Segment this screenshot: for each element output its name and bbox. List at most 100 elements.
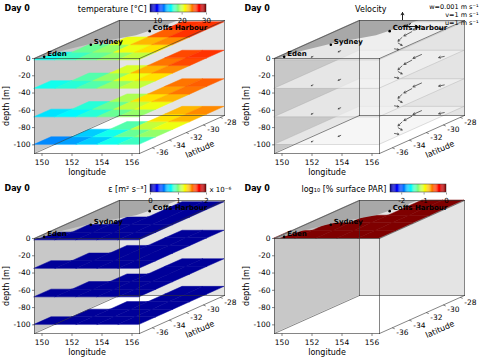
svg-text:w=0.001 m s⁻¹: w=0.001 m s⁻¹ — [429, 3, 479, 11]
svg-text:Coffs Harbour: Coffs Harbour — [393, 24, 448, 32]
svg-text:-28: -28 — [224, 118, 236, 127]
svg-text:152: 152 — [65, 158, 80, 167]
svg-text:Day 0: Day 0 — [245, 4, 271, 13]
svg-text:154: 154 — [335, 338, 350, 347]
svg-text:0: 0 — [26, 54, 31, 63]
svg-text:1: 1 — [176, 197, 180, 205]
svg-text:0: 0 — [26, 234, 31, 243]
svg-text:-100: -100 — [13, 320, 30, 329]
svg-text:-30: -30 — [447, 125, 459, 134]
svg-text:-30: -30 — [207, 305, 219, 314]
svg-text:0: 0 — [266, 234, 271, 243]
svg-text:-34: -34 — [413, 141, 425, 150]
svg-text:-40: -40 — [18, 268, 30, 277]
svg-text:latitude: latitude — [424, 319, 456, 340]
svg-text:-40: -40 — [18, 88, 30, 97]
svg-text:-34: -34 — [173, 321, 185, 330]
svg-text:Day 0: Day 0 — [5, 4, 31, 13]
svg-text:temperature [°C]: temperature [°C] — [78, 5, 147, 14]
svg-text:Day 0: Day 0 — [245, 184, 271, 193]
svg-text:latitude: latitude — [184, 319, 216, 340]
svg-text:156: 156 — [365, 338, 380, 347]
svg-text:-28: -28 — [464, 298, 476, 307]
svg-text:depth [m]: depth [m] — [2, 266, 11, 306]
svg-text:-36: -36 — [396, 148, 408, 157]
svg-text:Sydney: Sydney — [334, 218, 363, 226]
svg-text:-40: -40 — [258, 88, 270, 97]
svg-text:-20: -20 — [18, 71, 30, 80]
svg-text:longitude: longitude — [308, 348, 346, 357]
svg-text:-20: -20 — [18, 251, 30, 260]
svg-text:Sydney: Sydney — [94, 218, 123, 226]
svg-text:Day 0: Day 0 — [5, 184, 31, 193]
svg-text:-80: -80 — [258, 123, 270, 132]
svg-text:150: 150 — [275, 338, 290, 347]
svg-text:-36: -36 — [156, 148, 168, 157]
svg-text:-60: -60 — [258, 286, 270, 295]
svg-text:-80: -80 — [18, 303, 30, 312]
svg-text:Coffs Harbour: Coffs Harbour — [153, 204, 208, 212]
svg-text:-32: -32 — [430, 133, 442, 142]
svg-text:latitude: latitude — [424, 139, 456, 160]
svg-text:v=1 m s⁻¹: v=1 m s⁻¹ — [445, 11, 479, 19]
svg-text:-34: -34 — [413, 321, 425, 330]
svg-text:2: 2 — [204, 197, 208, 205]
svg-text:log₁₀ [% surface PAR]: log₁₀ [% surface PAR] — [302, 185, 387, 194]
svg-text:Eden: Eden — [47, 230, 67, 238]
svg-text:152: 152 — [305, 158, 320, 167]
svg-text:Eden: Eden — [287, 230, 307, 238]
svg-text:Velocity: Velocity — [355, 5, 387, 14]
svg-text:0: 0 — [444, 197, 448, 205]
svg-text:latitude: latitude — [184, 139, 216, 160]
svg-text:-60: -60 — [18, 286, 30, 295]
svg-text:-36: -36 — [156, 328, 168, 337]
svg-text:-1: -1 — [421, 197, 428, 205]
svg-text:-100: -100 — [253, 140, 270, 149]
svg-text:-32: -32 — [430, 313, 442, 322]
svg-text:156: 156 — [365, 158, 380, 167]
svg-text:0: 0 — [266, 54, 271, 63]
svg-text:154: 154 — [95, 158, 110, 167]
svg-text:20: 20 — [178, 17, 187, 25]
svg-text:-40: -40 — [258, 268, 270, 277]
svg-text:150: 150 — [35, 158, 50, 167]
svg-text:Sydney: Sydney — [94, 38, 123, 46]
svg-text:154: 154 — [95, 338, 110, 347]
svg-text:-60: -60 — [18, 106, 30, 115]
svg-text:longitude: longitude — [68, 348, 106, 357]
svg-text:-20: -20 — [258, 251, 270, 260]
svg-text:156: 156 — [125, 338, 140, 347]
svg-text:156: 156 — [125, 158, 140, 167]
svg-text:-2: -2 — [398, 197, 405, 205]
svg-text:-80: -80 — [18, 123, 30, 132]
svg-text:-100: -100 — [253, 320, 270, 329]
svg-text:Eden: Eden — [47, 50, 67, 58]
svg-text:154: 154 — [335, 158, 350, 167]
svg-text:-32: -32 — [190, 313, 202, 322]
svg-text:-80: -80 — [258, 303, 270, 312]
svg-text:150: 150 — [275, 158, 290, 167]
svg-text:152: 152 — [65, 338, 80, 347]
svg-text:u=1 m s⁻¹: u=1 m s⁻¹ — [445, 19, 479, 27]
svg-text:depth [m]: depth [m] — [242, 86, 251, 126]
svg-text:x 10⁻⁶: x 10⁻⁶ — [210, 186, 232, 194]
svg-text:0: 0 — [148, 197, 152, 205]
svg-text:-60: -60 — [258, 106, 270, 115]
svg-text:-36: -36 — [396, 328, 408, 337]
svg-text:Eden: Eden — [287, 50, 307, 58]
svg-text:Coffs Harbour: Coffs Harbour — [153, 24, 208, 32]
svg-text:Coffs Harbour: Coffs Harbour — [393, 204, 448, 212]
svg-text:30: 30 — [202, 17, 211, 25]
svg-text:Sydney: Sydney — [334, 38, 363, 46]
svg-text:ε [m² s⁻³]: ε [m² s⁻³] — [108, 185, 146, 194]
svg-text:150: 150 — [35, 338, 50, 347]
svg-text:-20: -20 — [258, 71, 270, 80]
svg-text:-30: -30 — [207, 125, 219, 134]
svg-text:-32: -32 — [190, 133, 202, 142]
svg-text:-28: -28 — [464, 118, 476, 127]
svg-text:-30: -30 — [447, 305, 459, 314]
svg-text:-100: -100 — [13, 140, 30, 149]
svg-text:10: 10 — [153, 17, 162, 25]
svg-text:longitude: longitude — [308, 168, 346, 177]
svg-text:152: 152 — [305, 338, 320, 347]
